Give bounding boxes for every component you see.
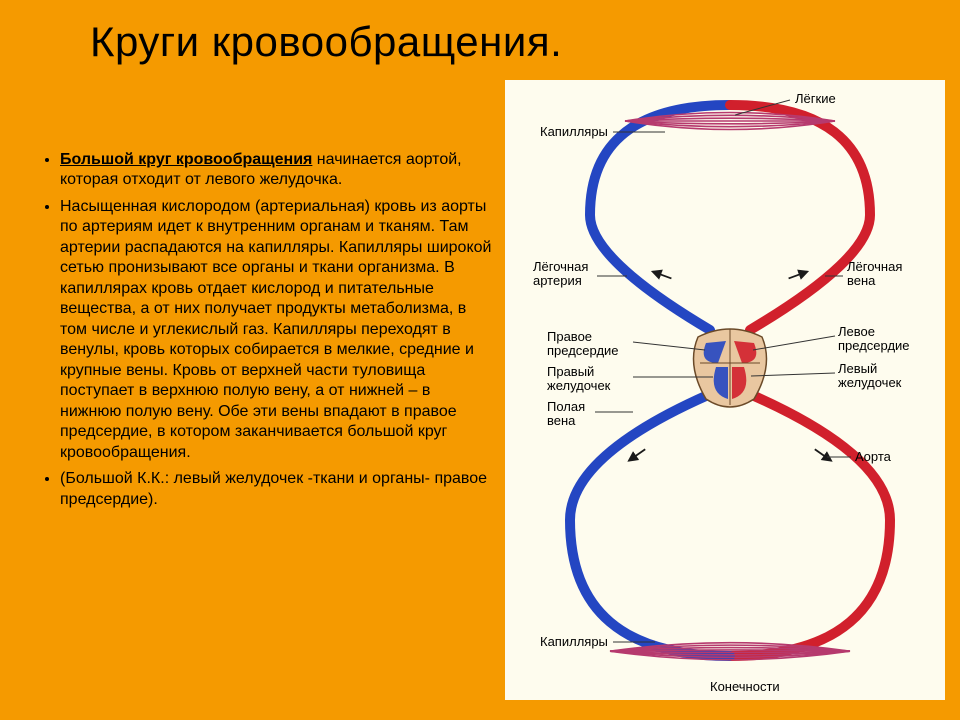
diagram-label-aorta: Аорта bbox=[855, 450, 891, 464]
bullet-item: Большой круг кровообращения начинается а… bbox=[60, 150, 493, 191]
diagram-label-pulm_artery: Лёгочнаяартерия bbox=[533, 260, 588, 289]
diagram-label-r_atrium: Правоепредсердие bbox=[547, 330, 619, 359]
diagram-label-pulm_vein: Лёгочнаявена bbox=[847, 260, 902, 289]
diagram-label-r_ventricle: Правыйжелудочек bbox=[547, 365, 610, 394]
diagram-label-vena_cava: Полаявена bbox=[547, 400, 585, 429]
diagram-label-l_ventricle: Левыйжелудочек bbox=[838, 362, 901, 391]
diagram-label-l_atrium: Левоепредсердие bbox=[838, 325, 910, 354]
bullet-lead: Большой круг кровообращения bbox=[60, 151, 312, 168]
bullet-rest: Насыщенная кислородом (артериальная) кро… bbox=[60, 198, 491, 461]
slide: Круги кровообращения. Большой круг крово… bbox=[0, 0, 960, 720]
bullet-list: Большой круг кровообращения начинается а… bbox=[38, 150, 493, 510]
diagram-label-caps_bot: Капилляры bbox=[540, 635, 608, 649]
bullet-rest: (Большой К.К.: левый желудочек -ткани и … bbox=[60, 470, 487, 507]
bullet-item: (Большой К.К.: левый желудочек -ткани и … bbox=[60, 469, 493, 510]
circulation-diagram: Лёгкие Капилляры Лёгочнаяартерия Лёгочнаяве… bbox=[505, 80, 945, 700]
bullet-content: Большой круг кровообращения начинается а… bbox=[38, 150, 493, 516]
diagram-label-lungs: Лёгкие bbox=[795, 92, 836, 106]
diagram-label-caps_top: Капилляры bbox=[540, 125, 608, 139]
bullet-item: Насыщенная кислородом (артериальная) кро… bbox=[60, 197, 493, 463]
slide-title: Круги кровообращения. bbox=[90, 18, 562, 66]
diagram-label-limbs: Конечности bbox=[710, 680, 780, 694]
